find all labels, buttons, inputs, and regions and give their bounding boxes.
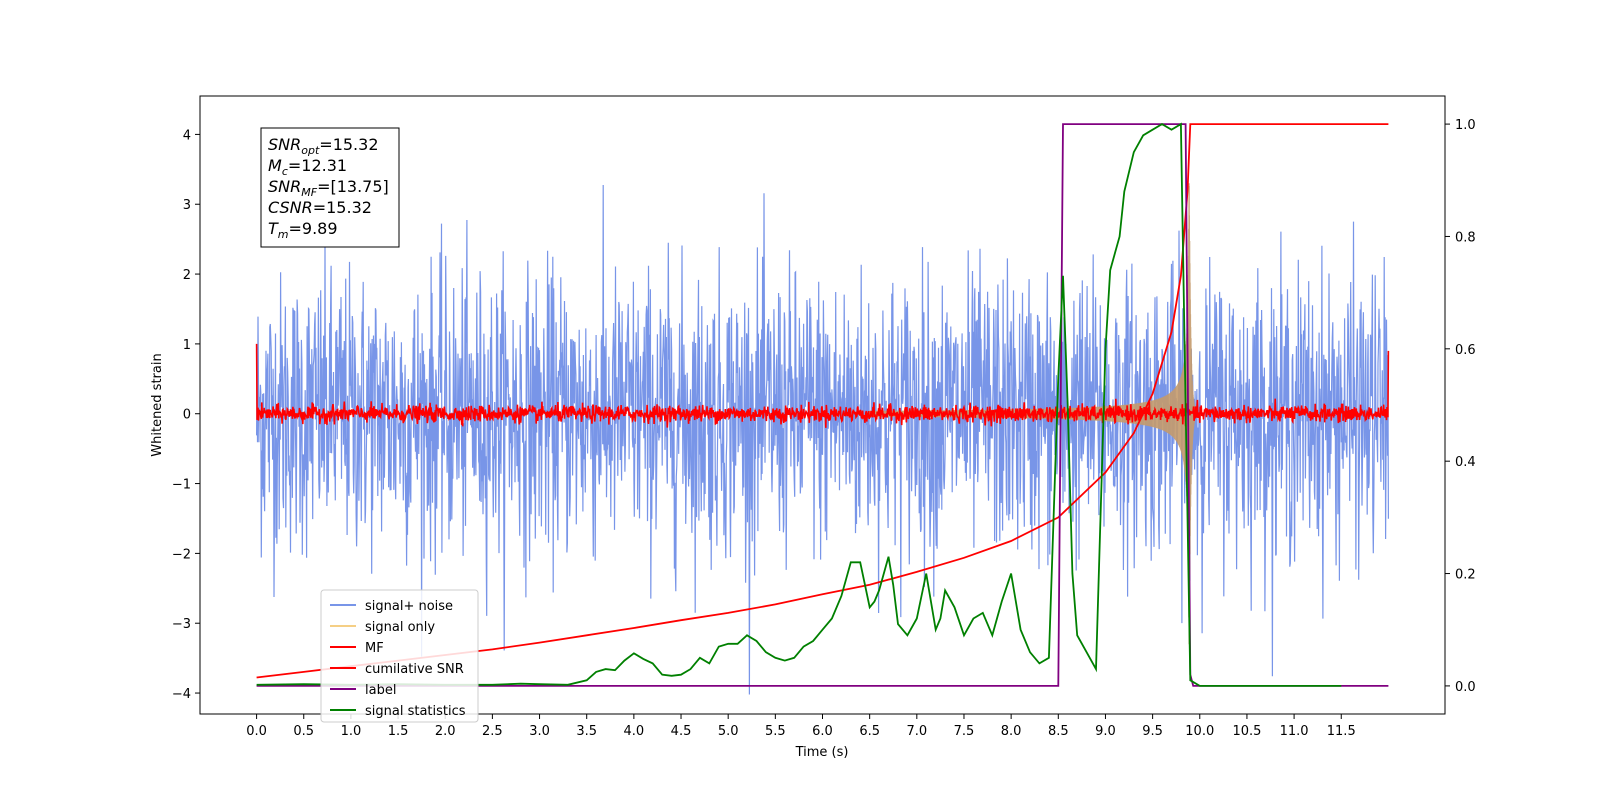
legend-entry: cumilative SNR xyxy=(330,662,464,677)
x-tick-label: 2.0 xyxy=(435,724,456,739)
y-left-tick-label: 0 xyxy=(183,408,191,423)
annotation-line: Tm=9.89 xyxy=(268,219,338,241)
x-tick-label: 4.0 xyxy=(624,724,645,739)
x-tick-label: 6.0 xyxy=(812,724,833,739)
y-left-tick-label: 4 xyxy=(183,128,191,143)
x-tick-label: 7.0 xyxy=(906,724,927,739)
y-left-tick-label: −4 xyxy=(172,687,191,702)
y-right-tick-label: 0.6 xyxy=(1455,343,1476,358)
legend-entry: signal+ noise xyxy=(330,599,453,614)
x-tick-label: 9.5 xyxy=(1142,724,1163,739)
y-right-tick-label: 1.0 xyxy=(1455,118,1476,133)
x-tick-label: 5.0 xyxy=(718,724,739,739)
y-axis-label: Whitened strain xyxy=(150,353,165,456)
legend-entry: signal only xyxy=(330,620,435,635)
x-tick-label: 6.5 xyxy=(859,724,880,739)
y-axis-right-ticks: 0.0 0.2 0.4 0.6 0.8 1.0 xyxy=(1445,118,1476,695)
series-mf xyxy=(255,343,1390,428)
x-tick-label: 3.5 xyxy=(576,724,597,739)
x-axis-label: Time (s) xyxy=(795,745,849,760)
y-left-tick-label: 3 xyxy=(183,198,191,213)
legend-label: cumilative SNR xyxy=(365,662,464,677)
x-tick-label: 1.0 xyxy=(341,724,362,739)
x-tick-label: 8.0 xyxy=(1001,724,1022,739)
x-tick-label: 0.0 xyxy=(246,724,267,739)
legend-entry: MF xyxy=(330,641,384,656)
x-tick-label: 10.0 xyxy=(1185,724,1214,739)
y-right-tick-label: 0.4 xyxy=(1455,455,1476,470)
legend-label: MF xyxy=(365,641,384,656)
x-tick-label: 1.5 xyxy=(388,724,409,739)
annotation-box: SNRopt=15.32Mc=12.31SNRMF=[13.75]CSNR=15… xyxy=(260,127,400,248)
series-signal-statistics xyxy=(256,122,1342,687)
series-label xyxy=(256,123,1389,687)
y-left-tick-label: 2 xyxy=(183,268,191,283)
y-right-tick-label: 0.8 xyxy=(1455,230,1476,245)
annotation-line: Mc=12.31 xyxy=(268,156,347,178)
y-left-tick-label: −2 xyxy=(172,547,191,562)
annotation-line: SNRMF=[13.75] xyxy=(268,177,389,199)
annotation-line: CSNR=15.32 xyxy=(268,198,372,217)
legend-label: label xyxy=(365,683,396,698)
x-tick-label: 7.5 xyxy=(954,724,975,739)
x-tick-label: 4.5 xyxy=(671,724,692,739)
annotation-line: SNRopt=15.32 xyxy=(268,135,379,157)
x-tick-label: 11.5 xyxy=(1327,724,1356,739)
x-tick-label: 5.5 xyxy=(765,724,786,739)
x-tick-label: 8.5 xyxy=(1048,724,1069,739)
legend-label: signal only xyxy=(365,620,435,635)
series-signal-noise xyxy=(256,184,1389,695)
y-right-tick-label: 0.0 xyxy=(1455,680,1476,695)
legend-entry: signal statistics xyxy=(330,704,466,719)
x-tick-label: 11.0 xyxy=(1280,724,1309,739)
legend-label: signal+ noise xyxy=(365,599,453,614)
x-tick-label: 10.5 xyxy=(1232,724,1261,739)
legend-label: signal statistics xyxy=(365,704,466,719)
legend: signal+ noise signal only MF cumilative SNR… xyxy=(320,589,479,723)
x-tick-label: 3.0 xyxy=(529,724,550,739)
legend-entry: label xyxy=(330,683,396,698)
y-right-tick-label: 0.2 xyxy=(1455,568,1476,583)
x-tick-label: 0.5 xyxy=(293,724,314,739)
y-axis-left-ticks: 4 3 2 1 0 −1 −2 −3 −4 xyxy=(172,128,200,702)
y-left-tick-label: −3 xyxy=(172,617,191,632)
y-left-tick-label: −1 xyxy=(172,478,191,493)
x-axis-ticks: 0.0 0.5 1.0 1.5 2.0 2.5 3.0 3.5 4.0 4.5 5.0 5.5 6.0 6… xyxy=(246,714,1356,739)
x-tick-label: 2.5 xyxy=(482,724,503,739)
x-tick-label: 9.0 xyxy=(1095,724,1116,739)
y-left-tick-label: 1 xyxy=(183,338,191,353)
